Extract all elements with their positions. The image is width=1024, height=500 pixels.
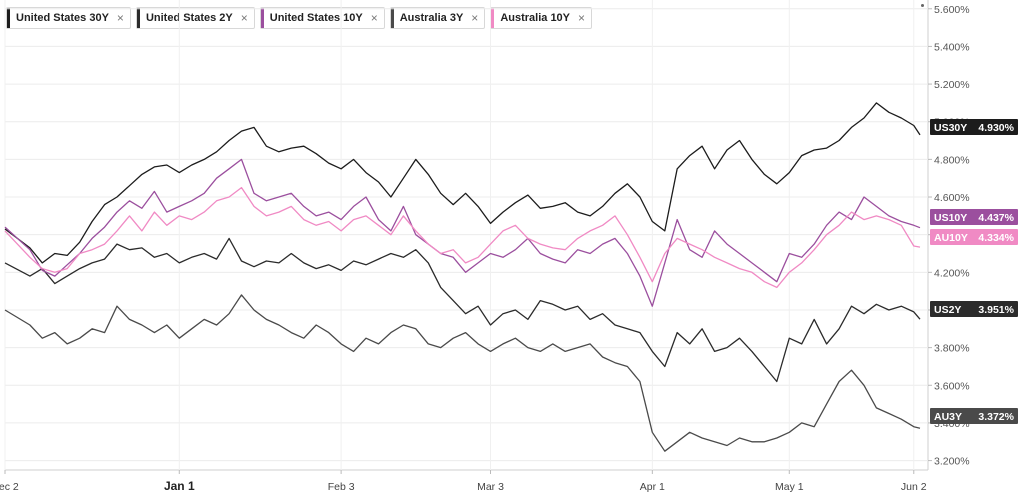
last-value-tag: [930, 209, 1018, 225]
legend-chip-au3y[interactable]: Australia 3Y ×: [389, 7, 486, 29]
close-icon[interactable]: ×: [471, 11, 479, 25]
legend: United States 30Y × United States 2Y × U…: [6, 7, 593, 29]
legend-label: United States 2Y: [145, 12, 233, 24]
last-value-tag-value: 4.437%: [978, 212, 1014, 224]
legend-swatch: [390, 8, 394, 28]
last-value-tag-name: US10Y: [934, 212, 967, 224]
legend-chip-au10y[interactable]: Australia 10Y ×: [490, 7, 593, 29]
legend-label: United States 10Y: [269, 12, 363, 24]
last-value-tag: [930, 229, 1018, 245]
last-value-tag-name: US30Y: [934, 122, 967, 134]
legend-swatch: [260, 8, 264, 28]
series-line: [4, 186, 921, 289]
last-value-tag: [930, 301, 1018, 317]
legend-swatch: [491, 8, 495, 28]
last-value-tag-value: 4.930%: [978, 122, 1014, 134]
y-tick-label: 5.200%: [934, 79, 970, 91]
x-tick-label: Mar 3: [477, 481, 504, 493]
legend-label: Australia 10Y: [500, 12, 571, 24]
last-value-tag-name: AU3Y: [934, 411, 962, 423]
y-tick-label: 3.200%: [934, 456, 970, 468]
y-tick-label: 5.600%: [934, 4, 970, 16]
legend-swatch: [7, 8, 10, 28]
y-tick-label: 3.800%: [934, 343, 970, 355]
x-tick-label: Jan 1: [164, 479, 195, 493]
y-tick-label: 4.800%: [934, 154, 970, 166]
y-tick-label: 5.400%: [934, 41, 970, 53]
legend-label: Australia 3Y: [399, 12, 464, 24]
last-value-tag: [930, 408, 1018, 424]
legend-chip-us2y[interactable]: United States 2Y ×: [135, 7, 255, 29]
series-line: [4, 102, 921, 264]
legend-swatch: [136, 8, 140, 28]
series-line: [4, 237, 921, 383]
x-tick-label: Jun 2: [901, 481, 927, 493]
legend-chip-us30y[interactable]: United States 30Y ×: [6, 7, 131, 29]
last-value-tag-value: 3.951%: [978, 304, 1014, 316]
last-value-tag-value: 3.372%: [978, 411, 1014, 423]
close-icon[interactable]: ×: [370, 11, 378, 25]
legend-chip-us10y[interactable]: United States 10Y ×: [259, 7, 385, 29]
last-value-tag: [930, 119, 1018, 135]
x-tick-label: Feb 3: [328, 481, 355, 493]
series-line: [4, 294, 921, 452]
x-tick-label: Dec 2: [0, 481, 19, 493]
last-value-tag-value: 4.334%: [978, 232, 1014, 244]
x-tick-label: Apr 1: [640, 481, 665, 493]
series-line: [4, 158, 921, 307]
last-value-tag-name: AU10Y: [934, 232, 968, 244]
close-icon[interactable]: ×: [578, 11, 586, 25]
x-tick-label: May 1: [775, 481, 804, 493]
y-tick-label: 4.600%: [934, 192, 970, 204]
legend-label: United States 30Y: [16, 12, 109, 24]
last-value-tag-name: US2Y: [934, 304, 961, 316]
close-icon[interactable]: ×: [116, 11, 124, 25]
y-tick-label: 3.600%: [934, 380, 970, 392]
y-tick-label: 4.200%: [934, 267, 970, 279]
close-icon[interactable]: ×: [240, 11, 248, 25]
menu-dot-icon[interactable]: [921, 4, 924, 7]
